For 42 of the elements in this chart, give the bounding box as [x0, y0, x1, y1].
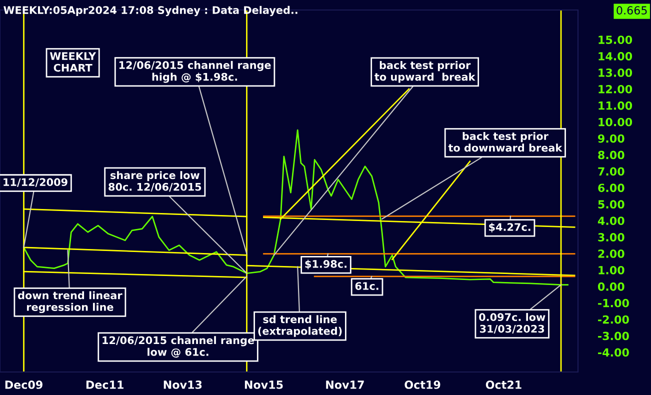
x-tick-label: Nov17: [326, 380, 364, 389]
y-tick-label: 15.00: [598, 36, 632, 44]
y-tick-label: 10.00: [598, 118, 632, 126]
annotation: 12/06/2015 channel range low @ 61c.: [102, 336, 254, 358]
y-tick-label: 12.00: [598, 84, 632, 94]
annotation: sd trend line (extrapolated): [258, 315, 342, 337]
annotation: down trend linear regression line: [18, 291, 122, 314]
y-tick-label: -2.00: [598, 315, 629, 324]
y-tick-label: 14.00: [598, 52, 632, 60]
x-tick-label: Nov15: [244, 380, 283, 389]
annotation: 11/12/2009: [4, 178, 68, 187]
annotation: $4.27c.: [489, 222, 530, 232]
annotation: 0.097c. low 31/03/2023: [479, 312, 546, 334]
y-tick-label: 13.00: [598, 68, 632, 77]
y-tick-label: -1.00: [598, 298, 629, 308]
y-tick-label: -3.00: [598, 332, 629, 340]
y-tick-label: 11.00: [598, 101, 632, 110]
x-tick-label: Dec09: [5, 380, 42, 389]
y-tick-label: 7.00: [598, 167, 624, 176]
y-tick-label: 8.00: [598, 150, 624, 160]
annotation: 12/06/2015 channel range high @ $1.98c.: [119, 60, 271, 83]
annotation: back test prrior to upward break: [374, 61, 476, 83]
y-tick-label: 9.00: [598, 134, 624, 143]
annotation: share price low 80c. 12/06/2015: [108, 171, 202, 192]
chart-title: WEEKLY:05Apr2024 17:08 Sydney : Data Delayed..: [4, 6, 298, 16]
x-tick-label: Nov13: [164, 380, 202, 389]
annotation: $1.98c.: [305, 260, 346, 270]
y-tick-label: 6.00: [598, 184, 624, 192]
annotation: 61c.: [355, 282, 378, 290]
y-tick-label: 4.00: [598, 216, 624, 225]
x-tick-label: Dec11: [86, 380, 124, 389]
x-tick-label: Oct21: [486, 380, 522, 389]
y-tick-label: 5.00: [598, 200, 624, 209]
x-tick-label: Oct19: [404, 380, 440, 389]
y-tick-label: 2.00: [598, 250, 624, 258]
y-tick-label: 0.00: [598, 282, 624, 291]
y-tick-label: 1.00: [598, 266, 624, 274]
annotation: WEEKLY CHART: [50, 52, 96, 72]
annotation: back test prior to downward break: [448, 132, 562, 152]
y-tick-label: -4.00: [598, 348, 629, 357]
text: 0.665: [616, 6, 647, 15]
y-tick-label: 3.00: [598, 233, 624, 242]
